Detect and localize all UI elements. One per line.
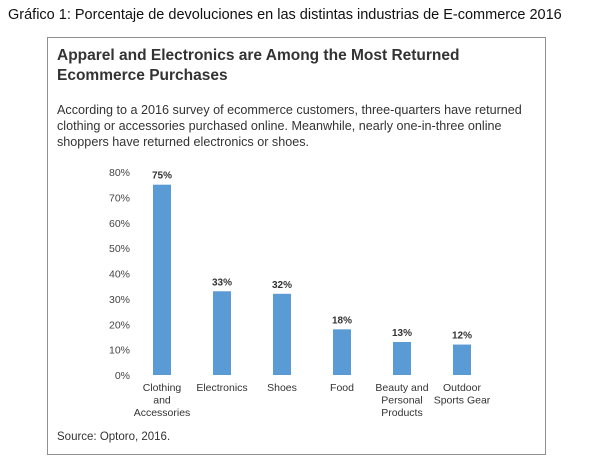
x-tick-label: Outdoor Sports Gear: [434, 382, 491, 407]
y-tick-label: 20%: [109, 319, 130, 331]
x-tick-label: Food: [330, 382, 354, 394]
bar-chart: 0% 10% 20% 30% 40% 50% 60% 70% 80% 75% Clothing and…: [109, 167, 491, 419]
chart-source: Source: Optoro, 2016.: [57, 431, 171, 443]
y-tick-label: 60%: [109, 218, 130, 230]
chart-title: Apparel and Electronics are Among the Mo…: [57, 47, 460, 84]
y-tick-label: 30%: [109, 294, 130, 306]
x-tick-label: Electronics: [196, 382, 247, 394]
bar: [453, 344, 471, 375]
bar: [273, 293, 291, 375]
y-tick-label: 70%: [109, 192, 130, 204]
y-tick-label: 0%: [115, 370, 130, 382]
data-label: 32%: [272, 280, 292, 291]
data-label: 75%: [152, 171, 172, 182]
data-label: 33%: [212, 277, 232, 288]
x-tick-label-line: Clothing: [143, 382, 182, 394]
x-tick-label-line: and: [153, 395, 171, 407]
x-tick-label-line: Sports Gear: [434, 395, 491, 407]
x-tick-label-line: Outdoor: [443, 382, 481, 394]
x-tick-label-line: Products: [381, 407, 422, 419]
x-tick-label-line: Shoes: [267, 382, 297, 394]
data-label: 18%: [332, 315, 352, 326]
x-tick-label-line: Accessories: [134, 407, 191, 419]
bar: [333, 329, 351, 375]
bar: [153, 184, 171, 375]
y-tick-label: 50%: [109, 243, 130, 255]
x-tick-label-line: Food: [330, 382, 354, 394]
chart-frame: Apparel and Electronics are Among the Mo…: [47, 37, 546, 455]
x-tick-label: Beauty and Personal Products: [375, 382, 428, 419]
data-label: 12%: [452, 331, 472, 342]
data-label: 13%: [392, 328, 412, 339]
bar: [213, 291, 231, 375]
x-tick-label-line: Beauty and: [375, 382, 428, 394]
chart-subtitle: According to a 2016 survey of ecommerce …: [57, 103, 522, 149]
y-tick-label: 80%: [109, 167, 130, 179]
y-tick-label: 10%: [109, 345, 130, 357]
bar: [393, 342, 411, 375]
x-tick-label: Shoes: [267, 382, 297, 394]
x-tick-label: Clothing and Accessories: [134, 382, 191, 419]
x-tick-label-line: Personal: [381, 395, 422, 407]
figure-caption: Gráfico 1: Porcentaje de devoluciones en…: [8, 7, 562, 23]
y-tick-label: 40%: [109, 269, 130, 281]
x-tick-label-line: Electronics: [196, 382, 247, 394]
